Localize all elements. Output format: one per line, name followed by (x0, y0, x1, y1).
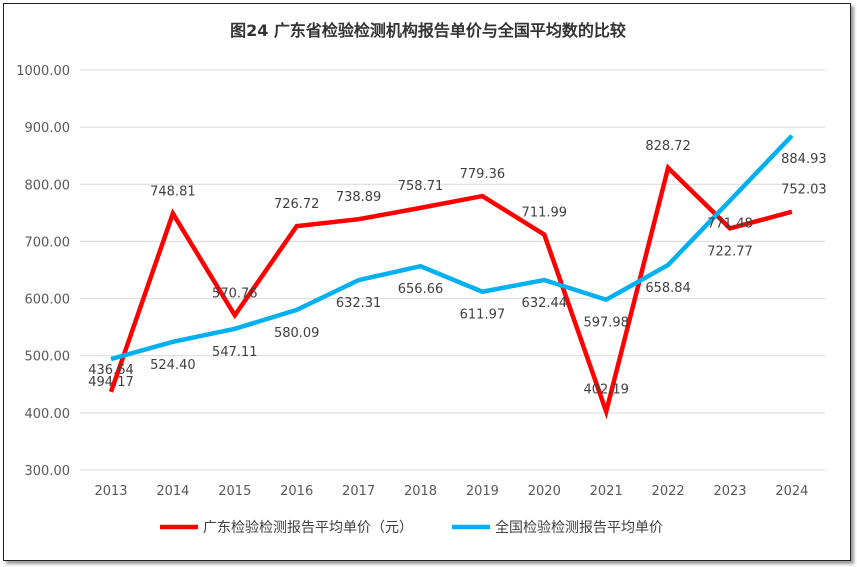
y-tick-label: 600.00 (25, 293, 71, 308)
data-label: 632.44 (522, 296, 568, 311)
data-label: 771.48 (707, 217, 753, 232)
data-label: 524.40 (150, 358, 196, 373)
data-label: 752.03 (781, 183, 827, 198)
data-label: 547.11 (212, 345, 258, 360)
y-tick-label: 900.00 (25, 121, 71, 136)
data-label: 828.72 (645, 139, 691, 154)
x-tick-label: 2014 (156, 484, 189, 499)
data-label: 570.76 (212, 286, 258, 301)
data-label: 726.72 (274, 197, 320, 212)
x-tick-label: 2024 (775, 484, 808, 499)
legend-label-guangdong: 广东检验检测报告平均单价（元） (203, 520, 413, 536)
data-label: 611.97 (460, 308, 506, 323)
data-label: 402.19 (583, 383, 629, 398)
y-tick-label: 700.00 (25, 235, 71, 250)
data-label: 748.81 (150, 185, 196, 200)
y-tick-label: 1000.00 (16, 64, 70, 79)
data-label: 632.31 (336, 296, 382, 311)
data-label: 658.84 (645, 281, 691, 296)
data-label: 738.89 (336, 190, 382, 205)
x-tick-label: 2019 (466, 484, 499, 499)
x-tick-label: 2017 (342, 484, 375, 499)
data-label: 779.36 (460, 167, 506, 182)
data-label: 597.98 (583, 316, 629, 331)
series-line-0 (108, 163, 793, 420)
data-label: 436.64 (88, 363, 134, 378)
data-label: 711.99 (522, 206, 568, 221)
data-label: 722.77 (707, 244, 753, 259)
chart-title: 图24 广东省检验检测机构报告单价与全国平均数的比较 (230, 21, 626, 40)
y-tick-label: 300.00 (25, 464, 71, 479)
data-label: 580.09 (274, 326, 320, 341)
x-tick-label: 2022 (652, 484, 685, 499)
data-label: 884.93 (781, 152, 827, 167)
x-tick-label: 2016 (280, 484, 313, 499)
x-tick-label: 2013 (94, 484, 127, 499)
y-tick-label: 500.00 (25, 350, 71, 365)
chart-frame (3, 3, 851, 561)
y-tick-label: 400.00 (25, 407, 71, 422)
x-tick-label: 2020 (528, 484, 561, 499)
x-tick-label: 2018 (404, 484, 437, 499)
series-line-1 (110, 134, 794, 362)
y-tick-label: 800.00 (25, 178, 71, 193)
legend-label-national: 全国检验检测报告平均单价 (495, 519, 663, 536)
x-tick-label: 2023 (713, 484, 746, 499)
data-label: 758.71 (398, 179, 444, 194)
x-tick-label: 2021 (590, 484, 623, 499)
data-label: 656.66 (398, 282, 444, 297)
data-label: 494.17 (88, 375, 134, 390)
x-tick-label: 2015 (218, 484, 251, 499)
